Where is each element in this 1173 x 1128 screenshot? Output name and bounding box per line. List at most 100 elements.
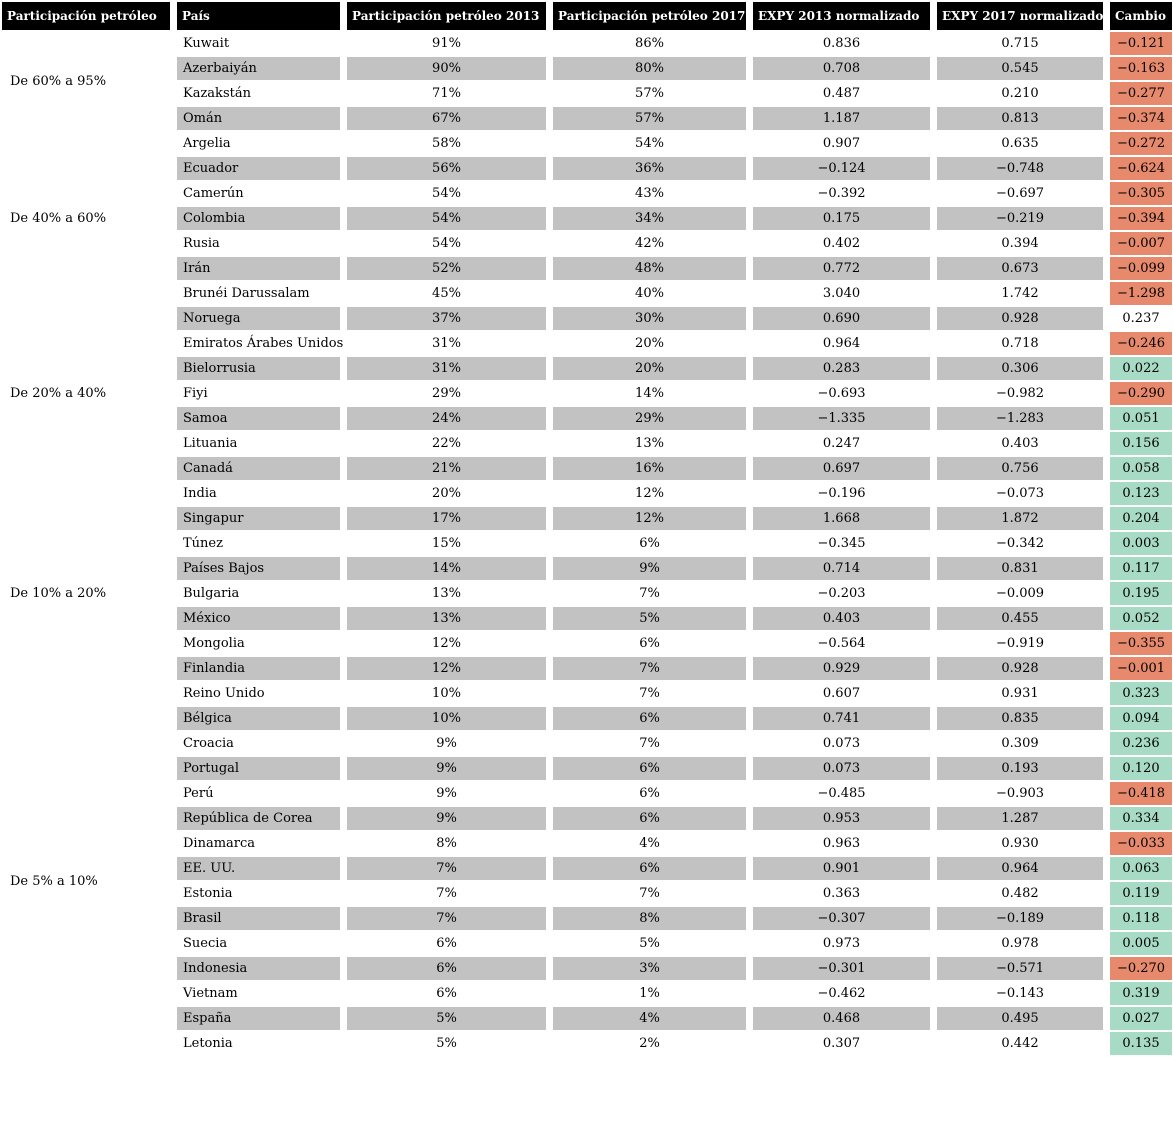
group-label-cell: De 40% a 60% <box>2 132 177 307</box>
country-cell: EE. UU. <box>177 857 347 882</box>
country-cell: Samoa <box>177 407 347 432</box>
cambio-cell: 0.051 <box>1110 407 1172 432</box>
col-header-expy-2013-normalizado: EXPY 2013 normalizado <box>753 2 937 32</box>
table-row: Perú 9% 6% −0.485 −0.903 −0.418 <box>2 782 1172 807</box>
expy-2017-cell: 1.742 <box>937 282 1110 307</box>
country-cell: India <box>177 482 347 507</box>
country-cell: Portugal <box>177 757 347 782</box>
table-row: Reino Unido 10% 7% 0.607 0.931 0.323 <box>2 682 1172 707</box>
share-2013-cell: 10% <box>347 682 553 707</box>
cambio-cell: 0.118 <box>1110 907 1172 932</box>
share-2017-cell: 6% <box>553 807 753 832</box>
table-row: Irán 52% 48% 0.772 0.673 −0.099 <box>2 257 1172 282</box>
cambio-cell: 0.120 <box>1110 757 1172 782</box>
share-2017-cell: 9% <box>553 557 753 582</box>
share-2013-cell: 7% <box>347 907 553 932</box>
country-cell: Países Bajos <box>177 557 347 582</box>
cambio-cell: 0.094 <box>1110 707 1172 732</box>
expy-2013-cell: 0.487 <box>753 82 937 107</box>
group-label-cell: De 5% a 10% <box>2 707 177 1057</box>
table-row: Suecia 6% 5% 0.973 0.978 0.005 <box>2 932 1172 957</box>
cambio-cell: −0.394 <box>1110 207 1172 232</box>
table-row: Estonia 7% 7% 0.363 0.482 0.119 <box>2 882 1172 907</box>
expy-2017-cell: −0.571 <box>937 957 1110 982</box>
share-2017-cell: 3% <box>553 957 753 982</box>
country-cell: Croacia <box>177 732 347 757</box>
country-cell: Rusia <box>177 232 347 257</box>
table-row: España 5% 4% 0.468 0.495 0.027 <box>2 1007 1172 1032</box>
country-cell: Reino Unido <box>177 682 347 707</box>
expy-2013-cell: −0.462 <box>753 982 937 1007</box>
col-header-participacion-petroleo: Participación petróleo <box>2 2 177 32</box>
share-2017-cell: 20% <box>553 332 753 357</box>
share-2017-cell: 13% <box>553 432 753 457</box>
country-cell: Perú <box>177 782 347 807</box>
cambio-cell: 0.005 <box>1110 932 1172 957</box>
expy-2017-cell: 0.306 <box>937 357 1110 382</box>
country-cell: Kuwait <box>177 32 347 57</box>
share-2017-cell: 7% <box>553 582 753 607</box>
country-cell: Canadá <box>177 457 347 482</box>
expy-2017-cell: −0.143 <box>937 982 1110 1007</box>
table-row: Mongolia 12% 6% −0.564 −0.919 −0.355 <box>2 632 1172 657</box>
expy-2017-cell: 0.931 <box>937 682 1110 707</box>
country-cell: Omán <box>177 107 347 132</box>
table-row: Bielorrusia 31% 20% 0.283 0.306 0.022 <box>2 357 1172 382</box>
country-cell: Colombia <box>177 207 347 232</box>
cambio-cell: −0.007 <box>1110 232 1172 257</box>
table-row: Brunéi Darussalam 45% 40% 3.040 1.742 −1.298 <box>2 282 1172 307</box>
table-row: Canadá 21% 16% 0.697 0.756 0.058 <box>2 457 1172 482</box>
table-row: Kazakstán 71% 57% 0.487 0.210 −0.277 <box>2 82 1172 107</box>
expy-2013-cell: 0.307 <box>753 1032 937 1057</box>
share-2017-cell: 6% <box>553 632 753 657</box>
share-2013-cell: 22% <box>347 432 553 457</box>
share-2013-cell: 24% <box>347 407 553 432</box>
expy-2013-cell: 0.901 <box>753 857 937 882</box>
expy-2017-cell: 0.813 <box>937 107 1110 132</box>
share-2013-cell: 7% <box>347 857 553 882</box>
expy-2013-cell: 0.247 <box>753 432 937 457</box>
expy-2013-cell: 0.073 <box>753 757 937 782</box>
share-2013-cell: 9% <box>347 782 553 807</box>
expy-2013-cell: 0.973 <box>753 932 937 957</box>
share-2013-cell: 12% <box>347 632 553 657</box>
share-2017-cell: 6% <box>553 532 753 557</box>
share-2017-cell: 34% <box>553 207 753 232</box>
share-2013-cell: 29% <box>347 382 553 407</box>
country-cell: Finlandia <box>177 657 347 682</box>
share-2013-cell: 71% <box>347 82 553 107</box>
country-cell: Noruega <box>177 307 347 332</box>
country-cell: Mongolia <box>177 632 347 657</box>
expy-2013-cell: 0.708 <box>753 57 937 82</box>
expy-2013-cell: 3.040 <box>753 282 937 307</box>
expy-2013-cell: 0.963 <box>753 832 937 857</box>
share-2017-cell: 40% <box>553 282 753 307</box>
cambio-cell: −0.290 <box>1110 382 1172 407</box>
share-2017-cell: 6% <box>553 757 753 782</box>
cambio-cell: 0.117 <box>1110 557 1172 582</box>
share-2017-cell: 12% <box>553 482 753 507</box>
cambio-cell: 0.237 <box>1110 307 1172 332</box>
share-2017-cell: 2% <box>553 1032 753 1057</box>
cambio-cell: 0.135 <box>1110 1032 1172 1057</box>
country-cell: Túnez <box>177 532 347 557</box>
share-2013-cell: 17% <box>347 507 553 532</box>
expy-2017-cell: 0.210 <box>937 82 1110 107</box>
share-2017-cell: 4% <box>553 832 753 857</box>
share-2017-cell: 54% <box>553 132 753 157</box>
group-label-cell: De 10% a 20% <box>2 482 177 707</box>
expy-2013-cell: 0.772 <box>753 257 937 282</box>
share-2017-cell: 7% <box>553 682 753 707</box>
expy-2017-cell: 0.394 <box>937 232 1110 257</box>
expy-2017-cell: 0.455 <box>937 607 1110 632</box>
expy-2017-cell: 0.928 <box>937 657 1110 682</box>
table-row: Dinamarca 8% 4% 0.963 0.930 −0.033 <box>2 832 1172 857</box>
expy-2013-cell: −0.203 <box>753 582 937 607</box>
share-2013-cell: 90% <box>347 57 553 82</box>
expy-2013-cell: 0.690 <box>753 307 937 332</box>
cambio-cell: 0.323 <box>1110 682 1172 707</box>
cambio-cell: −0.277 <box>1110 82 1172 107</box>
share-2013-cell: 9% <box>347 732 553 757</box>
share-2013-cell: 6% <box>347 982 553 1007</box>
country-cell: Ecuador <box>177 157 347 182</box>
